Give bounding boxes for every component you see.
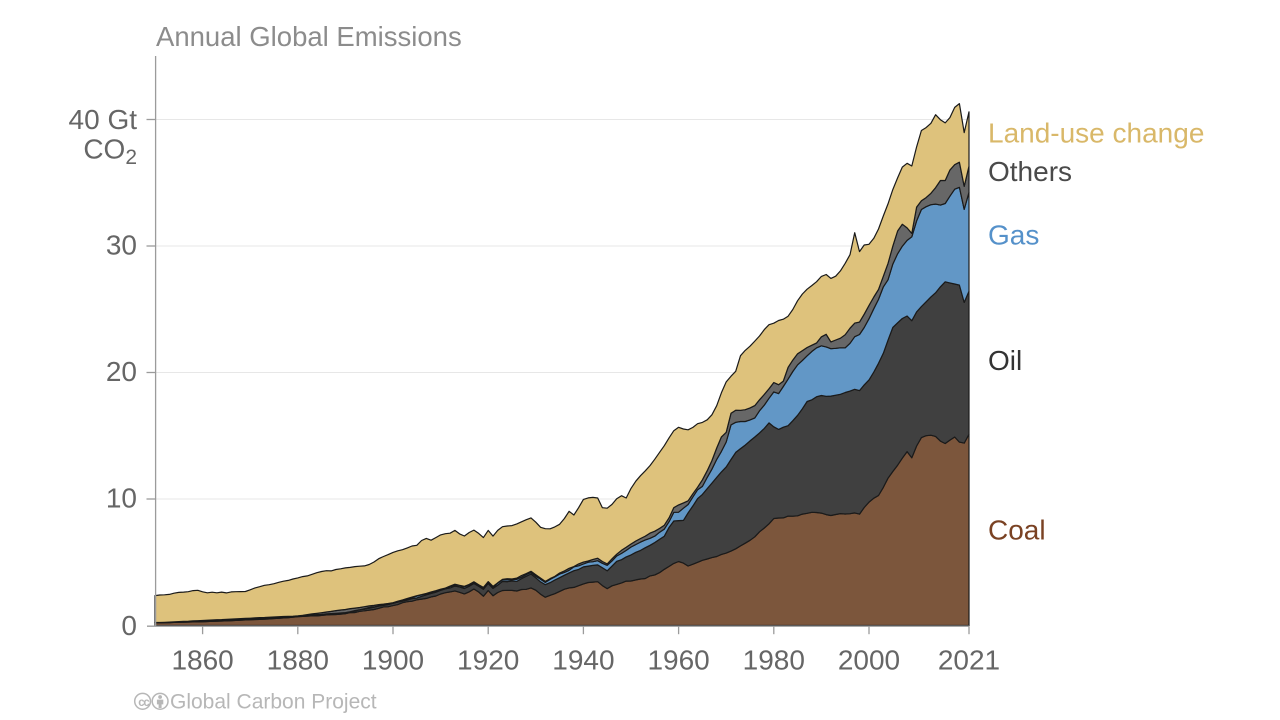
svg-text:Others: Others bbox=[988, 156, 1072, 187]
svg-text:Gas: Gas bbox=[988, 220, 1039, 251]
svg-text:2000: 2000 bbox=[838, 644, 900, 675]
svg-text:2021: 2021 bbox=[938, 644, 1000, 675]
svg-text:10: 10 bbox=[106, 483, 137, 514]
svg-text:1880: 1880 bbox=[267, 644, 329, 675]
svg-text:20: 20 bbox=[106, 356, 137, 387]
svg-text:1960: 1960 bbox=[647, 644, 709, 675]
svg-text:1900: 1900 bbox=[362, 644, 424, 675]
svg-text:40 Gt: 40 Gt bbox=[69, 104, 138, 135]
svg-text:1920: 1920 bbox=[457, 644, 519, 675]
svg-text:Coal: Coal bbox=[988, 515, 1046, 546]
svg-text:1940: 1940 bbox=[552, 644, 614, 675]
svg-text:Land-use change: Land-use change bbox=[988, 118, 1204, 149]
svg-text:0: 0 bbox=[121, 610, 137, 641]
svg-text:cc: cc bbox=[138, 697, 150, 709]
svg-text:Global Carbon Project: Global Carbon Project bbox=[170, 691, 377, 714]
svg-text:Oil: Oil bbox=[988, 345, 1022, 376]
svg-text:30: 30 bbox=[106, 230, 137, 261]
svg-text:1860: 1860 bbox=[171, 644, 233, 675]
svg-text:Annual Global Emissions: Annual Global Emissions bbox=[156, 21, 462, 52]
svg-text:1980: 1980 bbox=[743, 644, 805, 675]
